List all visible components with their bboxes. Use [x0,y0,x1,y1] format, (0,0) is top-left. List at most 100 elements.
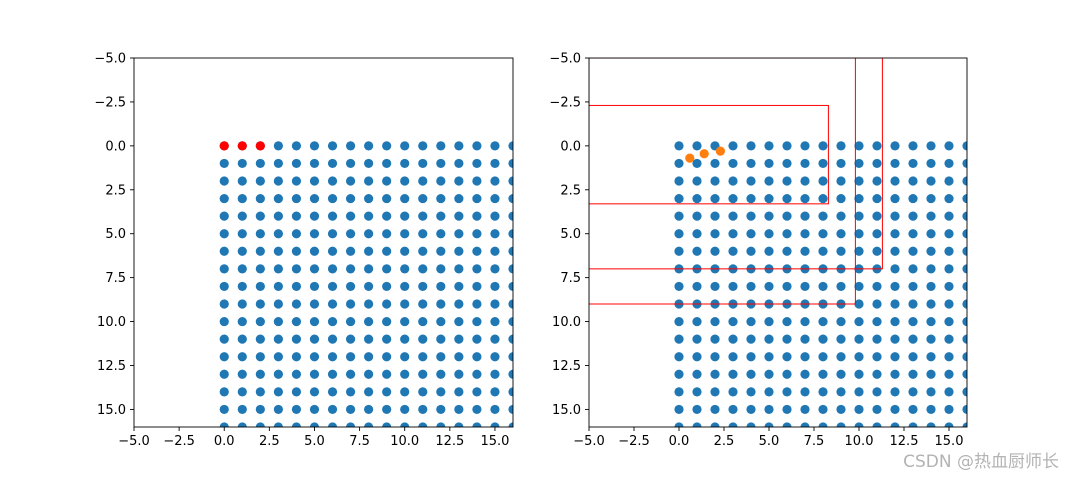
scatter-point-series1 [309,158,320,169]
scatter-point-series1 [472,176,482,186]
scatter-point-series1 [890,369,900,379]
scatter-point-series1 [782,193,792,204]
scatter-point-series1 [291,352,302,362]
scatter-point-series1 [818,369,828,379]
scatter-point-series1 [345,211,356,221]
scatter-point-series1 [382,422,392,427]
scatter-point-series1 [454,246,464,256]
scatter-point-series1 [962,352,967,362]
scatter-point-series1 [908,369,918,379]
scatter-point-series1 [364,158,374,169]
scatter-point-series1 [291,229,302,239]
scatter-point-series1 [728,176,738,186]
scatter-point-series1 [872,176,882,186]
x-tick-label: 0.0 [669,434,690,449]
scatter-point-series1 [728,352,738,362]
scatter-point-series1 [400,369,410,379]
scatter-point-series1 [890,387,900,397]
scatter-point-series1 [364,229,374,239]
scatter-point-series1 [309,316,320,327]
scatter-point-series1 [364,334,374,344]
scatter-point-series1 [746,387,756,397]
scatter-point-series1 [692,246,702,256]
scatter-point-series1 [944,334,954,344]
scatter-point-series1 [382,352,392,362]
x-tick-label: 0.0 [214,434,235,449]
scatter-point-series1 [291,193,302,204]
scatter-point-series1 [273,281,283,292]
scatter-point-series1 [692,369,702,379]
scatter-point-series1 [364,193,374,204]
scatter-point-series1 [818,176,828,186]
scatter-point-series1 [872,404,882,415]
scatter-point-series1 [728,422,738,427]
scatter-point-series1 [255,334,265,344]
scatter-point-series1 [309,352,320,362]
scatter-point-series1 [764,229,774,239]
scatter-point-series1 [291,158,302,169]
y-tick-label: 5.0 [560,227,581,242]
scatter-point-series1 [382,281,392,292]
scatter-point-series1 [400,264,410,274]
scatter-point-series1 [728,316,738,327]
scatter-point-series1 [418,334,428,344]
scatter-point-series1 [908,176,918,186]
scatter-point-series1 [872,281,882,292]
x-tick-label: −2.5 [163,434,195,449]
scatter-point-series1 [364,211,374,221]
y-tick-label: −5.0 [94,52,126,67]
scatter-point-series1 [854,404,864,415]
scatter-point-series1 [944,352,954,362]
scatter-point-series1 [836,352,846,362]
x-tick-label: 12.5 [435,434,464,449]
scatter-point-series1 [944,264,954,274]
scatter-point-series1 [926,176,936,186]
scatter-point-series1 [692,229,702,239]
scatter-point-series1 [674,281,684,292]
scatter-point-series1 [382,211,392,221]
scatter-point-series1 [327,141,338,151]
scatter-point-series1 [490,229,500,239]
scatter-point-series1 [782,316,792,327]
scatter-point-series1 [364,299,374,309]
scatter-point-series1 [508,211,513,221]
scatter-point-series1 [436,334,446,344]
scatter-point-series1 [926,404,936,415]
scatter-point-series1 [800,141,810,151]
scatter-point-series1 [382,334,392,344]
scatter-point-series1 [962,229,967,239]
bounding-box-3 [589,58,883,270]
scatter-point-series1 [908,141,918,151]
scatter-point-series1 [926,369,936,379]
scatter-point-series1 [692,193,702,204]
scatter-point-series1 [454,352,464,362]
y-tick-label: 0.0 [105,139,126,154]
scatter-point-series1 [454,193,464,204]
scatter-point-series1 [818,422,828,427]
x-tick-label: 15.0 [935,434,964,449]
scatter-point-series1 [926,316,936,327]
scatter-point-series1 [273,141,283,151]
scatter-point-series1 [728,158,738,169]
x-tick-label: 7.5 [349,434,370,449]
scatter-point-series1 [674,387,684,397]
scatter-point-series1 [382,176,392,186]
scatter-point-series1 [364,141,374,151]
scatter-point-series1 [854,387,864,397]
scatter-point-series1 [836,246,846,256]
scatter-point-series1 [674,193,684,204]
scatter-point-series1 [454,422,464,427]
scatter-point-series1 [472,369,482,379]
scatter-point-series1 [800,246,810,256]
scatter-point-series1 [854,369,864,379]
scatter-point-series1 [764,404,774,415]
scatter-point-series1 [273,299,283,309]
scatter-point-series1 [472,316,482,327]
scatter-point-series1 [309,334,320,344]
scatter-point-series1 [962,404,967,415]
scatter-point-series1 [728,369,738,379]
scatter-point-series1 [746,246,756,256]
scatter-point-series1 [710,211,720,221]
scatter-point-series1 [800,387,810,397]
scatter-point-series1 [926,193,936,204]
